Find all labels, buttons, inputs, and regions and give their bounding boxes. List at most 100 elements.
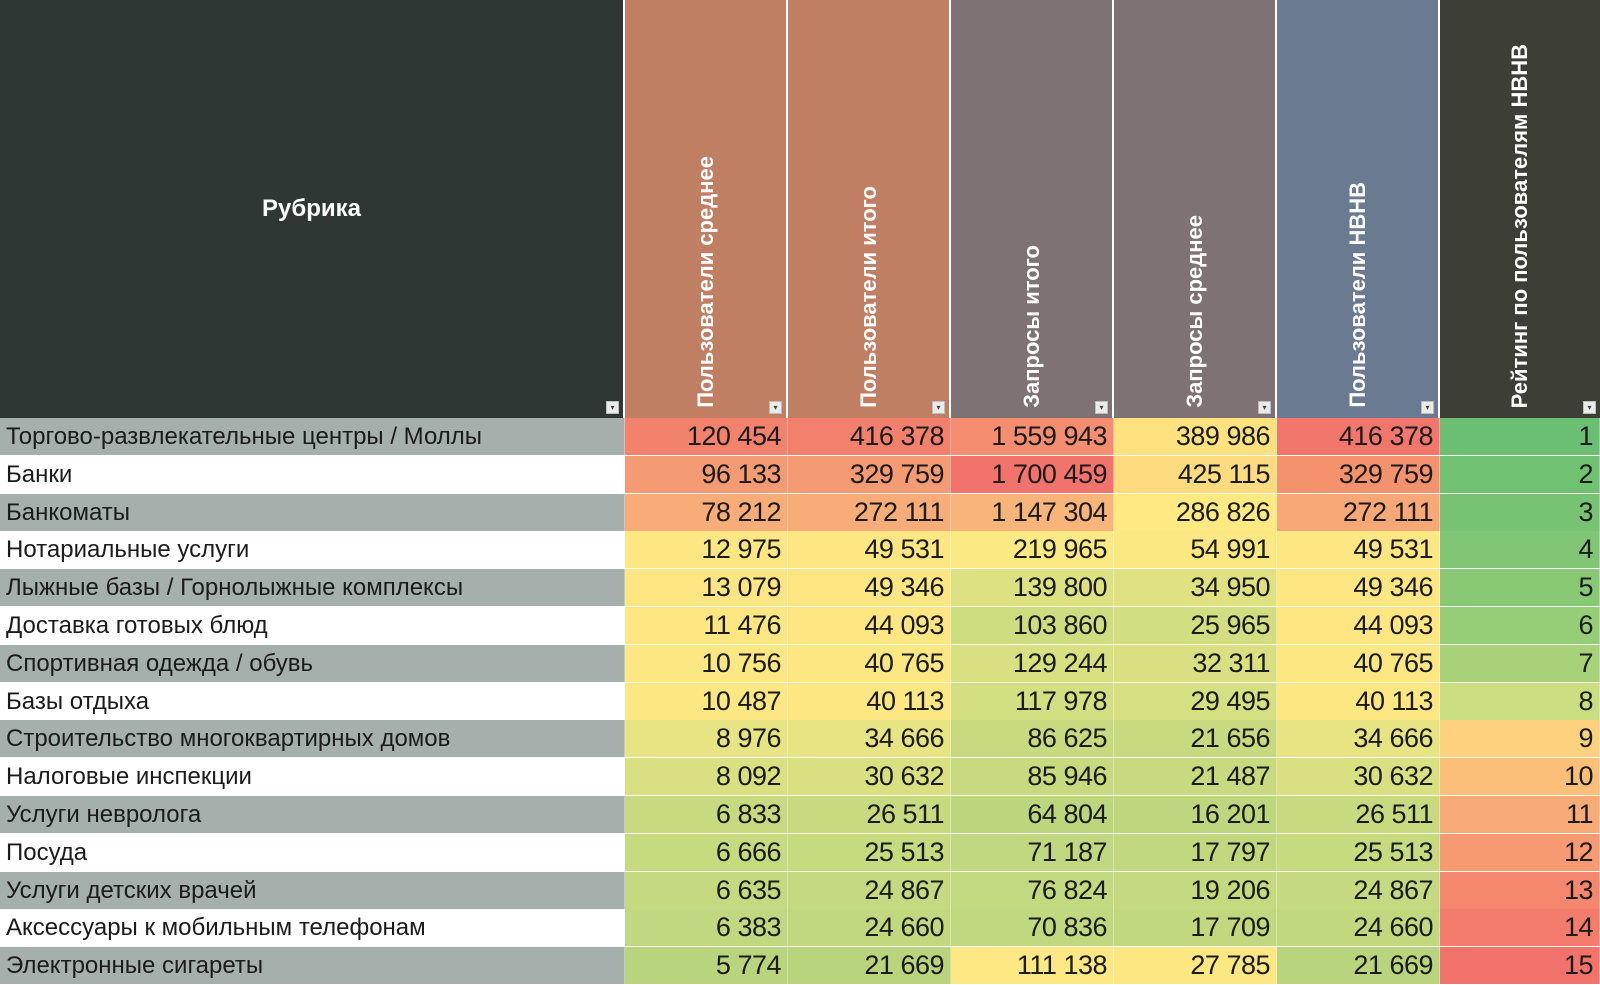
users-average-cell[interactable]: 12 975: [625, 531, 788, 569]
filter-dropdown-icon[interactable]: ▾: [769, 401, 782, 414]
users-nvnv-cell[interactable]: 44 093: [1277, 607, 1440, 644]
rating-cell[interactable]: 11: [1440, 796, 1600, 833]
rating-cell[interactable]: 7: [1440, 644, 1600, 682]
queries-total-cell[interactable]: 129 244: [951, 644, 1114, 682]
users-nvnv-cell[interactable]: 416 378: [1277, 418, 1440, 455]
users-average-cell[interactable]: 6 383: [625, 909, 788, 947]
queries-total-cell[interactable]: 1 559 943: [951, 418, 1114, 455]
users-average-cell[interactable]: 13 079: [625, 569, 788, 607]
rubric-cell[interactable]: Аксессуары к мобильным телефонам: [0, 909, 625, 947]
users-average-cell[interactable]: 6 666: [625, 833, 788, 871]
users-nvnv-cell[interactable]: 26 511: [1277, 796, 1440, 833]
queries-average-cell[interactable]: 16 201: [1114, 796, 1277, 833]
rubric-cell[interactable]: Лыжные базы / Горнолыжные комплексы: [0, 569, 625, 607]
rating-cell[interactable]: 6: [1440, 607, 1600, 644]
users-average-cell[interactable]: 78 212: [625, 493, 788, 531]
rubric-cell[interactable]: Услуги детских врачей: [0, 871, 625, 909]
rubric-cell[interactable]: Банкоматы: [0, 493, 625, 531]
users-average-cell[interactable]: 96 133: [625, 455, 788, 493]
users-nvnv-cell[interactable]: 24 660: [1277, 909, 1440, 947]
rating-cell[interactable]: 5: [1440, 569, 1600, 607]
users-total-cell[interactable]: 34 666: [788, 720, 951, 758]
users-total-cell[interactable]: 40 113: [788, 682, 951, 720]
users-nvnv-cell[interactable]: 329 759: [1277, 455, 1440, 493]
rating-cell[interactable]: 8: [1440, 682, 1600, 720]
users-total-cell[interactable]: 40 765: [788, 644, 951, 682]
users-average-cell[interactable]: 6 833: [625, 796, 788, 833]
queries-average-cell[interactable]: 19 206: [1114, 871, 1277, 909]
rating-cell[interactable]: 10: [1440, 758, 1600, 796]
queries-total-cell[interactable]: 85 946: [951, 758, 1114, 796]
rating-cell[interactable]: 14: [1440, 909, 1600, 947]
filter-dropdown-icon[interactable]: ▾: [1421, 401, 1434, 414]
queries-total-cell[interactable]: 219 965: [951, 531, 1114, 569]
users-average-cell[interactable]: 5 774: [625, 947, 788, 985]
users-total-cell[interactable]: 49 346: [788, 569, 951, 607]
queries-total-cell[interactable]: 86 625: [951, 720, 1114, 758]
rubric-cell[interactable]: Спортивная одежда / обувь: [0, 644, 625, 682]
queries-total-cell[interactable]: 76 824: [951, 871, 1114, 909]
users-nvnv-cell[interactable]: 25 513: [1277, 833, 1440, 871]
queries-total-cell[interactable]: 64 804: [951, 796, 1114, 833]
rating-cell[interactable]: 3: [1440, 493, 1600, 531]
users-nvnv-cell[interactable]: 24 867: [1277, 871, 1440, 909]
users-nvnv-cell[interactable]: 49 346: [1277, 569, 1440, 607]
rubric-cell[interactable]: Электронные сигареты: [0, 947, 625, 985]
rubric-cell[interactable]: Доставка готовых блюд: [0, 607, 625, 644]
users-total-cell[interactable]: 30 632: [788, 758, 951, 796]
queries-average-cell[interactable]: 54 991: [1114, 531, 1277, 569]
users-total-cell[interactable]: 44 093: [788, 607, 951, 644]
queries-total-cell[interactable]: 139 800: [951, 569, 1114, 607]
filter-dropdown-icon[interactable]: ▾: [606, 401, 619, 414]
rubric-cell[interactable]: Базы отдыха: [0, 682, 625, 720]
users-total-cell[interactable]: 21 669: [788, 947, 951, 985]
queries-average-cell[interactable]: 425 115: [1114, 455, 1277, 493]
users-total-cell[interactable]: 416 378: [788, 418, 951, 455]
users-average-cell[interactable]: 10 756: [625, 644, 788, 682]
users-average-cell[interactable]: 11 476: [625, 607, 788, 644]
queries-average-cell[interactable]: 34 950: [1114, 569, 1277, 607]
rating-cell[interactable]: 9: [1440, 720, 1600, 758]
rubric-cell[interactable]: Строительство многоквартирных домов: [0, 720, 625, 758]
users-total-cell[interactable]: 272 111: [788, 493, 951, 531]
users-total-cell[interactable]: 329 759: [788, 455, 951, 493]
rating-cell[interactable]: 12: [1440, 833, 1600, 871]
queries-average-cell[interactable]: 29 495: [1114, 682, 1277, 720]
queries-average-cell[interactable]: 286 826: [1114, 493, 1277, 531]
users-average-cell[interactable]: 8 976: [625, 720, 788, 758]
rating-cell[interactable]: 1: [1440, 418, 1600, 455]
queries-average-cell[interactable]: 17 797: [1114, 833, 1277, 871]
users-nvnv-cell[interactable]: 34 666: [1277, 720, 1440, 758]
queries-average-cell[interactable]: 21 656: [1114, 720, 1277, 758]
users-nvnv-cell[interactable]: 30 632: [1277, 758, 1440, 796]
queries-total-cell[interactable]: 1 147 304: [951, 493, 1114, 531]
queries-average-cell[interactable]: 17 709: [1114, 909, 1277, 947]
queries-average-cell[interactable]: 25 965: [1114, 607, 1277, 644]
rubric-cell[interactable]: Посуда: [0, 833, 625, 871]
rating-cell[interactable]: 2: [1440, 455, 1600, 493]
users-total-cell[interactable]: 24 660: [788, 909, 951, 947]
users-average-cell[interactable]: 8 092: [625, 758, 788, 796]
filter-dropdown-icon[interactable]: ▾: [1258, 401, 1271, 414]
users-average-cell[interactable]: 120 454: [625, 418, 788, 455]
users-total-cell[interactable]: 26 511: [788, 796, 951, 833]
users-nvnv-cell[interactable]: 40 765: [1277, 644, 1440, 682]
queries-total-cell[interactable]: 103 860: [951, 607, 1114, 644]
queries-average-cell[interactable]: 27 785: [1114, 947, 1277, 985]
users-average-cell[interactable]: 6 635: [625, 871, 788, 909]
users-nvnv-cell[interactable]: 40 113: [1277, 682, 1440, 720]
rubric-cell[interactable]: Налоговые инспекции: [0, 758, 625, 796]
users-total-cell[interactable]: 49 531: [788, 531, 951, 569]
rating-cell[interactable]: 15: [1440, 947, 1600, 985]
filter-dropdown-icon[interactable]: ▾: [932, 401, 945, 414]
users-average-cell[interactable]: 10 487: [625, 682, 788, 720]
queries-total-cell[interactable]: 117 978: [951, 682, 1114, 720]
rubric-cell[interactable]: Банки: [0, 455, 625, 493]
filter-dropdown-icon[interactable]: ▾: [1583, 401, 1596, 414]
users-nvnv-cell[interactable]: 272 111: [1277, 493, 1440, 531]
queries-total-cell[interactable]: 71 187: [951, 833, 1114, 871]
rubric-cell[interactable]: Нотариальные услуги: [0, 531, 625, 569]
queries-total-cell[interactable]: 1 700 459: [951, 455, 1114, 493]
users-total-cell[interactable]: 25 513: [788, 833, 951, 871]
rating-cell[interactable]: 4: [1440, 531, 1600, 569]
